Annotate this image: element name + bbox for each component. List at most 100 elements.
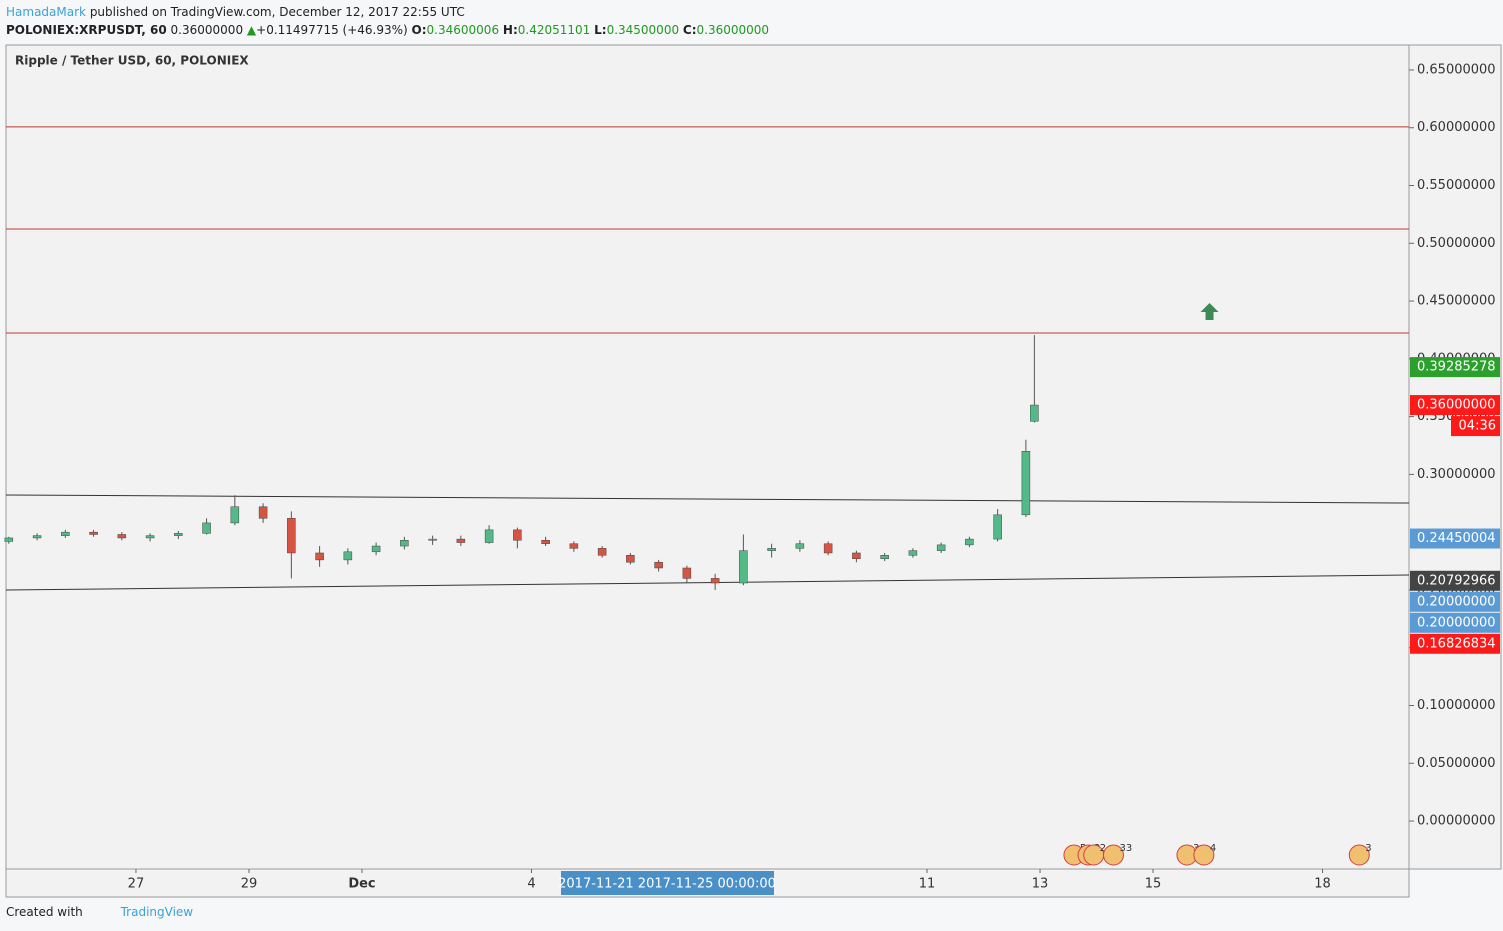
plot-area bbox=[5, 44, 1410, 870]
candle-body bbox=[202, 522, 211, 534]
trend-line bbox=[5, 494, 1410, 504]
symbol: POLONIEX:XRPUSDT, 60 bbox=[6, 23, 167, 37]
price-badge-label: 0.36000000 bbox=[1417, 398, 1496, 413]
candle-body bbox=[400, 540, 409, 547]
published: published on TradingView.com, December 1… bbox=[89, 5, 465, 19]
created: Created with bbox=[6, 905, 83, 919]
price-badge-label: 0.16826834 bbox=[1417, 636, 1496, 651]
x-tick-label: Dec bbox=[348, 877, 375, 892]
cursor-label: 2017-11-21 2017-11-25 00:00:00 bbox=[558, 877, 776, 892]
price-badge bbox=[1410, 357, 1500, 378]
candle-body bbox=[682, 567, 692, 579]
y-tick-label: 0.10000000 bbox=[1417, 698, 1496, 713]
candle-body bbox=[145, 535, 155, 539]
candle-body bbox=[4, 537, 14, 542]
candle-body bbox=[993, 514, 1002, 540]
close: 0.36000000 bbox=[696, 23, 770, 37]
header: HamadaMark published on TradingView.com,… bbox=[6, 3, 769, 39]
up-arrow: ▲ bbox=[246, 23, 257, 37]
price-badge bbox=[1410, 633, 1500, 654]
candle-body bbox=[456, 538, 466, 543]
chart-title: Ripple / Tether USD, 60, POLONIEX bbox=[15, 54, 249, 68]
y-tick-label: 0.60000000 bbox=[1417, 120, 1496, 135]
x-tick-label: 27 bbox=[128, 877, 145, 892]
event-icon bbox=[1348, 844, 1370, 866]
o-label: O: bbox=[411, 23, 427, 37]
candle-body bbox=[230, 506, 240, 524]
chart: Ripple / Tether USD, 60, POLONIEX 2017-1… bbox=[4, 44, 1502, 898]
y-tick-label: 0.05000000 bbox=[1417, 756, 1496, 771]
x-tick-label: 29 bbox=[241, 877, 258, 892]
candle-body bbox=[626, 555, 635, 563]
candle-body bbox=[569, 543, 579, 549]
candle-body bbox=[541, 540, 550, 544]
candle-body bbox=[343, 551, 353, 561]
event-label: 2 bbox=[1100, 843, 1106, 854]
price-badge bbox=[1410, 612, 1500, 633]
high: 0.42051101 bbox=[517, 23, 591, 37]
y-tick-label: 0.45000000 bbox=[1417, 294, 1496, 309]
change: +0.11497715 (+46.93%) bbox=[256, 23, 408, 37]
event-icon bbox=[1193, 844, 1215, 866]
c-label: C: bbox=[682, 23, 697, 37]
candle-body bbox=[258, 506, 268, 519]
candle-body bbox=[654, 561, 663, 569]
x-tick-label: 18 bbox=[1314, 877, 1331, 892]
candle-body bbox=[32, 535, 42, 539]
y-tick-label: 0.30000000 bbox=[1417, 467, 1496, 482]
l-label: L: bbox=[594, 23, 607, 37]
candle-body bbox=[61, 531, 70, 536]
price-badge bbox=[1410, 570, 1500, 591]
author[interactable]: HamadaMark bbox=[6, 5, 86, 19]
candle-body bbox=[174, 533, 183, 536]
price-badge-label: 0.39285278 bbox=[1417, 360, 1496, 375]
candle-body bbox=[597, 548, 607, 556]
price-badge bbox=[1410, 528, 1500, 549]
candle-body bbox=[965, 538, 974, 546]
y-tick-label: 0.50000000 bbox=[1417, 236, 1496, 251]
price-badge-label: 0.24450004 bbox=[1417, 531, 1496, 546]
y-tick-label: 0.65000000 bbox=[1417, 62, 1496, 77]
price-badge-label: 0.20000000 bbox=[1417, 594, 1496, 609]
candle-body bbox=[89, 531, 98, 535]
candle-body bbox=[767, 548, 776, 551]
candle-body bbox=[1030, 404, 1039, 422]
y-tick-label: 0.55000000 bbox=[1417, 178, 1496, 193]
event-label: 33 bbox=[1119, 843, 1132, 854]
candle-body bbox=[880, 555, 889, 559]
x-tick-label: 15 bbox=[1145, 877, 1162, 892]
candle-body bbox=[513, 529, 522, 541]
low: 0.34500000 bbox=[606, 23, 680, 37]
footer: Created with TradingView bbox=[6, 905, 193, 919]
event-label: 3 bbox=[1365, 843, 1371, 854]
trend-line bbox=[5, 574, 1410, 591]
candle-body bbox=[936, 544, 946, 551]
price-badge-label: 0.20792966 bbox=[1417, 573, 1496, 588]
arrow-marker bbox=[1200, 303, 1219, 321]
y-tick-label: 0.00000000 bbox=[1417, 814, 1496, 829]
candle-body bbox=[795, 543, 805, 549]
candle-body bbox=[908, 550, 918, 556]
timer-badge bbox=[1451, 416, 1500, 437]
x-tick-label: 11 bbox=[919, 877, 936, 892]
candle-body bbox=[823, 543, 833, 554]
timer-label: 04:36 bbox=[1459, 419, 1496, 434]
candle-body bbox=[371, 545, 381, 553]
last: 0.36000000 bbox=[170, 23, 244, 37]
price-axis bbox=[1408, 44, 1502, 870]
candle-body bbox=[484, 529, 494, 543]
brand[interactable]: TradingView bbox=[120, 905, 194, 919]
x-tick-label: 13 bbox=[1032, 877, 1049, 892]
price-badge-label: 0.20000000 bbox=[1417, 615, 1496, 630]
candle-body bbox=[428, 538, 437, 541]
x-tick-label: 4 bbox=[527, 877, 535, 892]
event-label: 4 bbox=[1210, 843, 1216, 854]
price-badge bbox=[1410, 395, 1500, 416]
price-badge bbox=[1410, 591, 1500, 612]
open: 0.34600006 bbox=[426, 23, 500, 37]
candle-body bbox=[739, 550, 748, 584]
candle-body bbox=[852, 552, 861, 559]
candle-body bbox=[710, 578, 720, 584]
h-label: H: bbox=[502, 23, 518, 37]
